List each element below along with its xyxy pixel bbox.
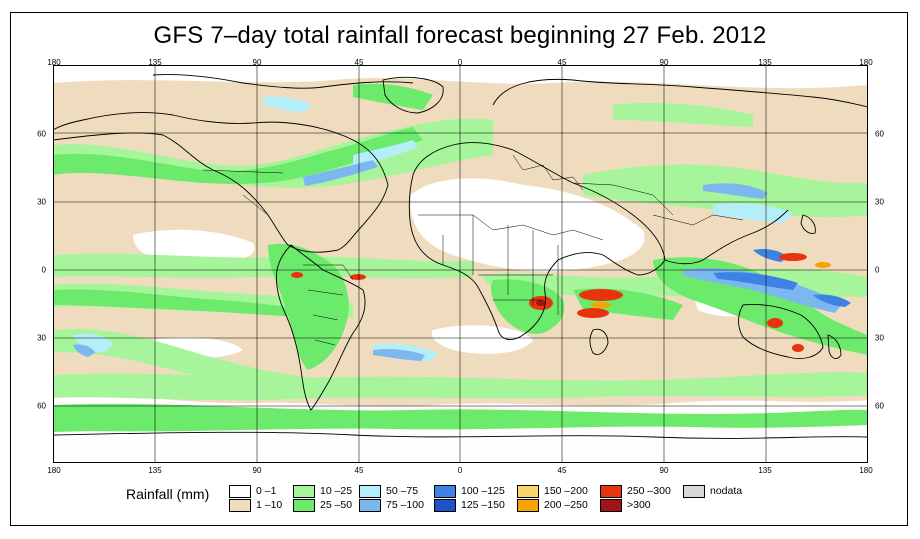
lon-tick-top-90e: 90 bbox=[659, 58, 669, 67]
legend-label-50-75: 50 –75 bbox=[386, 485, 419, 497]
legend-swatch-1-10 bbox=[229, 499, 251, 512]
lat-tick-left-60s: 60 bbox=[37, 401, 46, 411]
lat-tick-left-0: 0 bbox=[41, 265, 46, 275]
lon-tick-bottom-90e: 90 bbox=[659, 466, 669, 475]
legend-label-25-50: 25 –50 bbox=[320, 499, 353, 511]
lat-tick-left-30s: 30 bbox=[37, 333, 46, 343]
country-borders bbox=[202, 154, 744, 346]
legend-swatch-200-250 bbox=[517, 499, 539, 512]
legend-label-1-10: 1 –10 bbox=[256, 499, 283, 511]
legend-label-nodata: nodata bbox=[710, 485, 743, 497]
lon-tick-bottom-45e: 45 bbox=[557, 466, 567, 475]
lon-tick-top-135w: 135 bbox=[148, 58, 162, 67]
map-border bbox=[53, 65, 868, 463]
lat-tick-right-0: 0 bbox=[875, 265, 880, 275]
lon-tick-bottom-180w: 180 bbox=[47, 466, 61, 475]
legend-swatch-25-50 bbox=[293, 499, 315, 512]
lat-tick-right-60s: 60 bbox=[875, 401, 884, 411]
lon-tick-bottom-0: 0 bbox=[457, 466, 463, 475]
legend-swatch-0-1 bbox=[229, 485, 251, 498]
legend-swatch-125-150 bbox=[434, 499, 456, 512]
legend-label-over-300: >300 bbox=[627, 499, 651, 511]
legend-title: Rainfall (mm) bbox=[126, 486, 210, 502]
legend-label-200-250: 200 –250 bbox=[544, 499, 588, 511]
lon-tick-bottom-180e: 180 bbox=[859, 466, 873, 475]
legend-swatch-75-100 bbox=[359, 499, 381, 512]
legend-swatch-150-200 bbox=[517, 485, 539, 498]
lon-tick-top-180w: 180 bbox=[47, 58, 61, 67]
legend-label-75-100: 75 –100 bbox=[386, 499, 424, 511]
coastlines bbox=[53, 74, 868, 439]
lon-tick-bottom-90w: 90 bbox=[252, 466, 262, 475]
lon-tick-bottom-45w: 45 bbox=[354, 466, 364, 475]
legend-swatch-100-125 bbox=[434, 485, 456, 498]
rainfall-map bbox=[53, 65, 868, 463]
lon-tick-top-90w: 90 bbox=[252, 58, 262, 67]
map-title: GFS 7–day total rainfall forecast beginn… bbox=[153, 22, 767, 49]
lat-tick-right-60n: 60 bbox=[875, 129, 884, 139]
figure-frame bbox=[10, 12, 908, 526]
lon-tick-bottom-135e: 135 bbox=[758, 466, 772, 475]
lat-tick-right-30n: 30 bbox=[875, 197, 884, 207]
legend-swatch-over-300 bbox=[600, 499, 622, 512]
rain-100-150mm bbox=[713, 248, 851, 307]
legend-swatch-10-25 bbox=[293, 485, 315, 498]
lon-tick-top-45w: 45 bbox=[354, 58, 364, 67]
lon-tick-top-0: 0 bbox=[457, 58, 463, 67]
lat-tick-right-30s: 30 bbox=[875, 333, 884, 343]
legend-label-250-300: 250 –300 bbox=[627, 485, 671, 497]
legend-label-0-1: 0 –1 bbox=[256, 485, 277, 497]
legend-swatch-nodata bbox=[683, 485, 705, 498]
rainfall-map-svg bbox=[53, 65, 868, 463]
lat-lon-grid bbox=[53, 65, 868, 463]
heavy-rain-hotspots bbox=[291, 253, 831, 352]
legend-label-100-125: 100 –125 bbox=[461, 485, 505, 497]
legend-label-150-200: 150 –200 bbox=[544, 485, 588, 497]
lon-tick-top-180e: 180 bbox=[859, 58, 873, 67]
legend-label-125-150: 125 –150 bbox=[461, 499, 505, 511]
lon-tick-bottom-135w: 135 bbox=[148, 466, 162, 475]
lat-tick-left-60n: 60 bbox=[37, 129, 46, 139]
lon-tick-top-45e: 45 bbox=[557, 58, 567, 67]
lat-tick-left-30n: 30 bbox=[37, 197, 46, 207]
lon-tick-top-135e: 135 bbox=[758, 58, 772, 67]
legend-swatch-50-75 bbox=[359, 485, 381, 498]
legend-swatch-250-300 bbox=[600, 485, 622, 498]
legend-label-10-25: 10 –25 bbox=[320, 485, 353, 497]
